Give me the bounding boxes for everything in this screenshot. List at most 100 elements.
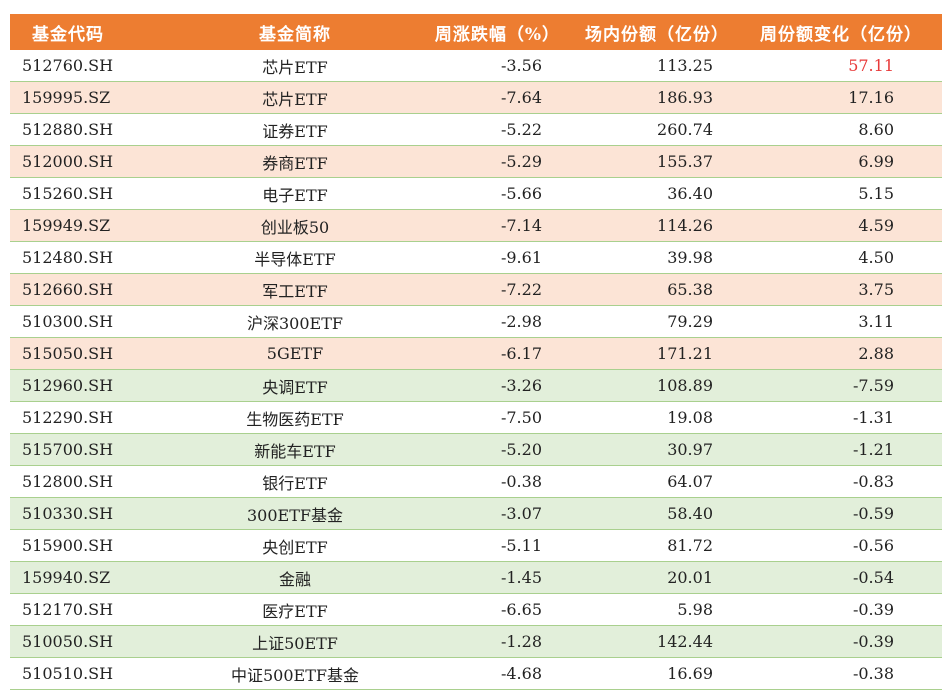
table-row: 510330.SH 300ETF基金 -3.07 58.40 -0.59 — [10, 498, 942, 530]
weekly-change-cell: -7.22 — [500, 280, 542, 299]
fund-code-cell: 512760.SH — [22, 56, 114, 75]
weekly-change-cell: -3.56 — [500, 56, 542, 75]
exchange-shares-cell: 64.07 — [667, 472, 713, 491]
fund-code-cell: 512170.SH — [22, 600, 114, 619]
header-fund-code: 基金代码 — [32, 24, 104, 45]
weekly-change-cell: -6.17 — [500, 344, 542, 363]
exchange-shares-cell: 5.98 — [677, 600, 713, 619]
fund-code-cell: 512880.SH — [22, 120, 114, 139]
fund-code-cell: 512800.SH — [22, 472, 114, 491]
fund-name-cell: 央创ETF — [262, 537, 328, 557]
share-change-cell: 3.75 — [858, 280, 894, 299]
share-change-cell: -0.38 — [852, 664, 894, 683]
share-change-cell: 2.88 — [858, 344, 894, 363]
table-row: 159995.SZ 芯片ETF -7.64 186.93 17.16 — [10, 82, 942, 114]
fund-name-cell: 电子ETF — [262, 185, 328, 205]
fund-name-cell: 芯片ETF — [262, 89, 328, 109]
table-header-row: 基金代码 基金简称 周涨跌幅（%） 场内份额（亿份） 周份额变化（亿份） — [10, 14, 942, 50]
weekly-change-cell: -4.68 — [500, 664, 542, 683]
fund-code-cell: 510330.SH — [22, 504, 114, 523]
exchange-shares-cell: 30.97 — [667, 440, 713, 459]
fund-name-cell: 上证50ETF — [252, 633, 338, 653]
weekly-change-cell: -6.65 — [500, 600, 542, 619]
weekly-change-cell: -7.14 — [500, 216, 542, 235]
weekly-change-cell: -7.64 — [500, 88, 542, 107]
fund-code-cell: 512480.SH — [22, 248, 114, 267]
fund-name-cell: 医疗ETF — [262, 601, 328, 621]
exchange-shares-cell: 65.38 — [667, 280, 713, 299]
exchange-shares-cell: 108.89 — [657, 376, 713, 395]
weekly-change-cell: -5.22 — [500, 120, 542, 139]
table-row: 512880.SH 证券ETF -5.22 260.74 8.60 — [10, 114, 942, 146]
share-change-cell: -0.54 — [852, 568, 894, 587]
share-change-cell: 17.16 — [848, 88, 894, 107]
weekly-change-cell: -9.61 — [500, 248, 542, 267]
table-row: 512800.SH 银行ETF -0.38 64.07 -0.83 — [10, 466, 942, 498]
exchange-shares-cell: 171.21 — [657, 344, 713, 363]
fund-name-cell: 军工ETF — [262, 281, 328, 301]
table-row: 512000.SH 券商ETF -5.29 155.37 6.99 — [10, 146, 942, 178]
share-change-cell: 5.15 — [858, 184, 894, 203]
exchange-shares-cell: 114.26 — [657, 216, 713, 235]
table-row: 159949.SZ 创业板50 -7.14 114.26 4.59 — [10, 210, 942, 242]
table-row: 515050.SH 5GETF -6.17 171.21 2.88 — [10, 338, 942, 370]
fund-name-cell: 证券ETF — [262, 121, 328, 141]
share-change-cell: -0.39 — [852, 600, 894, 619]
weekly-change-cell: -5.20 — [500, 440, 542, 459]
header-fund-name: 基金简称 — [259, 24, 331, 45]
share-change-cell: 8.60 — [858, 120, 894, 139]
share-change-cell: -1.21 — [852, 440, 894, 459]
fund-code-cell: 515700.SH — [22, 440, 114, 459]
table-row: 515260.SH 电子ETF -5.66 36.40 5.15 — [10, 178, 942, 210]
exchange-shares-cell: 39.98 — [667, 248, 713, 267]
table-row: 512760.SH 芯片ETF -3.56 113.25 57.11 — [10, 50, 942, 82]
exchange-shares-cell: 113.25 — [657, 56, 713, 75]
fund-code-cell: 510510.SH — [22, 664, 114, 683]
exchange-shares-cell: 36.40 — [667, 184, 713, 203]
table-row: 512660.SH 军工ETF -7.22 65.38 3.75 — [10, 274, 942, 306]
exchange-shares-cell: 20.01 — [667, 568, 713, 587]
table-row: 510050.SH 上证50ETF -1.28 142.44 -0.39 — [10, 626, 942, 658]
fund-name-cell: 创业板50 — [260, 217, 330, 237]
share-change-cell: -1.31 — [852, 408, 894, 427]
exchange-shares-cell: 81.72 — [667, 536, 713, 555]
weekly-change-cell: -3.26 — [500, 376, 542, 395]
table-row: 510510.SH 中证500ETF基金 -4.68 16.69 -0.38 — [10, 658, 942, 690]
fund-code-cell: 159940.SZ — [22, 568, 111, 587]
exchange-shares-cell: 260.74 — [657, 120, 713, 139]
fund-code-cell: 515050.SH — [22, 344, 114, 363]
fund-name-cell: 金融 — [278, 569, 311, 589]
fund-code-cell: 510050.SH — [22, 632, 114, 651]
fund-code-cell: 510300.SH — [22, 312, 114, 331]
table-row: 512960.SH 央调ETF -3.26 108.89 -7.59 — [10, 370, 942, 402]
fund-code-cell: 512960.SH — [22, 376, 114, 395]
exchange-shares-cell: 186.93 — [657, 88, 713, 107]
header-exchange-shares: 场内份额（亿份） — [585, 24, 729, 45]
fund-name-cell: 中证500ETF基金 — [231, 665, 359, 685]
fund-code-cell: 159995.SZ — [22, 88, 111, 107]
fund-name-cell: 生物医药ETF — [246, 409, 344, 429]
fund-code-cell: 159949.SZ — [22, 216, 111, 235]
share-change-cell: -0.83 — [852, 472, 894, 491]
fund-name-cell: 300ETF基金 — [247, 505, 343, 525]
etf-share-table: 基金代码 基金简称 周涨跌幅（%） 场内份额（亿份） 周份额变化（亿份） 512… — [10, 14, 942, 690]
share-change-cell: -0.56 — [852, 536, 894, 555]
share-change-cell: 3.11 — [858, 312, 894, 331]
fund-name-cell: 半导体ETF — [254, 249, 336, 269]
exchange-shares-cell: 19.08 — [667, 408, 713, 427]
fund-name-cell: 券商ETF — [262, 153, 328, 173]
weekly-change-cell: -1.45 — [500, 568, 542, 587]
fund-code-cell: 515260.SH — [22, 184, 114, 203]
weekly-change-cell: -7.50 — [500, 408, 542, 427]
weekly-change-cell: -5.11 — [500, 536, 542, 555]
share-change-cell: 4.59 — [858, 216, 894, 235]
weekly-change-cell: -1.28 — [500, 632, 542, 651]
fund-name-cell: 芯片ETF — [262, 57, 328, 77]
table-row: 512170.SH 医疗ETF -6.65 5.98 -0.39 — [10, 594, 942, 626]
table-row: 515900.SH 央创ETF -5.11 81.72 -0.56 — [10, 530, 942, 562]
table-row: 159940.SZ 金融 -1.45 20.01 -0.54 — [10, 562, 942, 594]
header-share-change: 周份额变化（亿份） — [760, 24, 922, 45]
table-row: 512480.SH 半导体ETF -9.61 39.98 4.50 — [10, 242, 942, 274]
fund-name-cell: 5GETF — [266, 344, 324, 363]
table-row: 512290.SH 生物医药ETF -7.50 19.08 -1.31 — [10, 402, 942, 434]
